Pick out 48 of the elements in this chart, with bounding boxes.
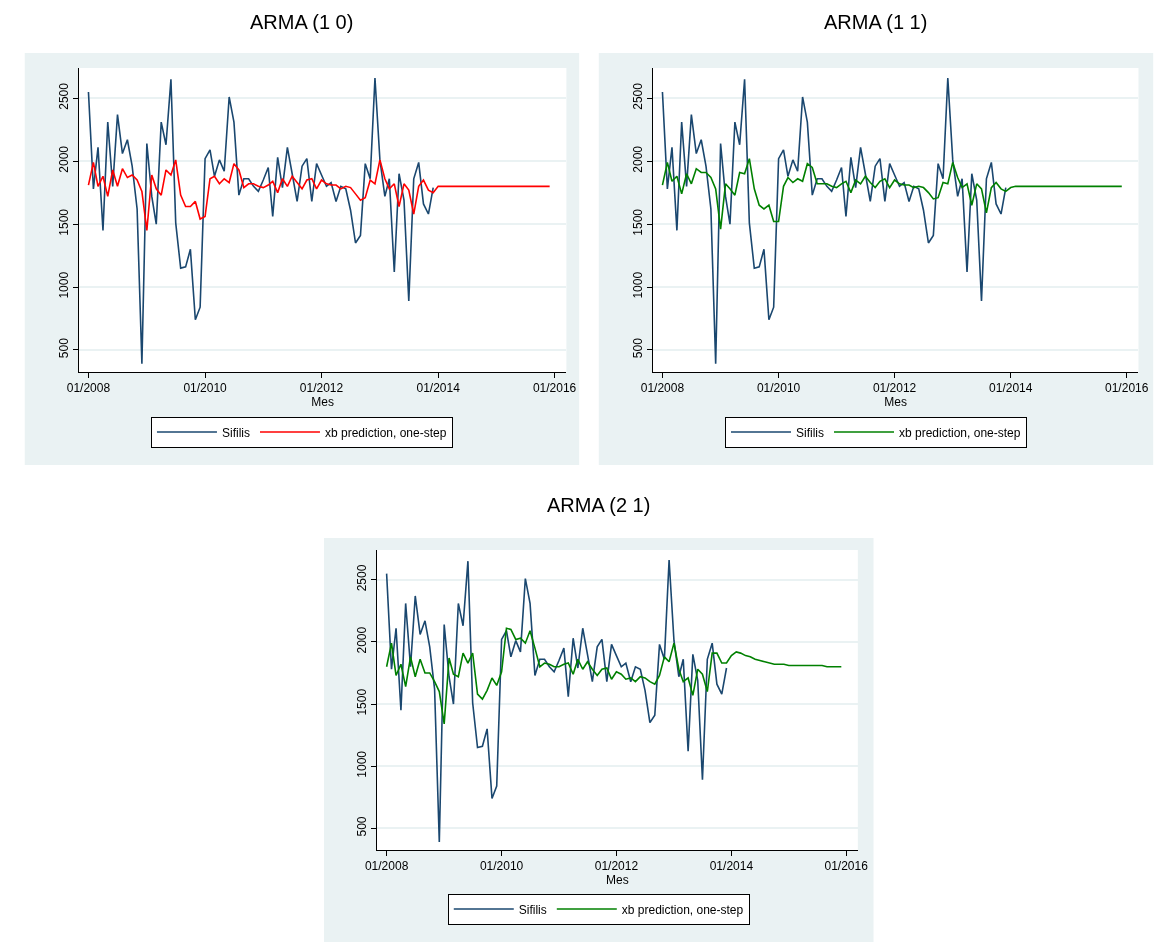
line-series	[661, 157, 1123, 230]
y-tick-label: 1500	[355, 688, 370, 716]
x-tick-label: 01/2010	[756, 381, 801, 396]
legend-label: Sifilis	[518, 902, 547, 917]
legend-label: Sifilis	[795, 425, 824, 440]
y-tick-label: 1500	[630, 208, 645, 236]
y-tick-label: 1000	[355, 750, 370, 778]
x-axis-title: Mes	[606, 873, 629, 888]
y-tick-label: 2500	[630, 82, 645, 110]
x-tick-label: 01/2008	[66, 381, 111, 396]
line-series	[661, 77, 1007, 365]
y-tick-label: 1000	[56, 271, 71, 299]
y-tick-label: 2500	[56, 82, 71, 110]
chart-title: ARMA (1 1)	[824, 11, 928, 33]
y-tick-label: 2000	[630, 145, 645, 173]
legend-label: xb prediction, one-step	[621, 902, 744, 917]
legend-label: Sifilis	[221, 425, 250, 440]
x-tick-label: 01/2016	[532, 381, 577, 396]
x-tick-label: 01/2012	[594, 859, 639, 874]
line-series	[385, 559, 728, 843]
y-tick-label: 1500	[56, 208, 71, 236]
y-tick-label: 2000	[56, 145, 71, 173]
legend-label: xb prediction, one-step	[899, 425, 1021, 440]
y-tick-label: 500	[630, 337, 645, 359]
line-series	[87, 159, 551, 232]
x-tick-label: 01/2012	[872, 381, 917, 396]
legend-label: xb prediction, one-step	[324, 425, 447, 440]
y-tick-label: 1000	[630, 271, 645, 299]
x-axis-title: Mes	[884, 395, 907, 410]
y-tick-label: 500	[56, 337, 71, 359]
x-tick-label: 01/2012	[299, 381, 344, 396]
y-tick-label: 500	[355, 816, 370, 837]
x-tick-label: 01/2014	[989, 381, 1033, 396]
x-tick-label: 01/2010	[183, 381, 228, 396]
chart-title: ARMA (2 1)	[547, 494, 651, 516]
x-tick-label: 01/2016	[824, 859, 869, 874]
chart-title: ARMA (1 0)	[250, 11, 354, 33]
line-series	[87, 77, 434, 365]
x-tick-label: 01/2010	[479, 859, 524, 874]
x-axis-title: Mes	[311, 395, 334, 410]
line-series	[385, 627, 843, 725]
x-tick-label: 01/2014	[416, 381, 461, 396]
y-tick-label: 2500	[355, 564, 370, 592]
x-tick-label: 01/2008	[364, 859, 409, 874]
x-tick-label: 01/2008	[640, 381, 685, 396]
x-tick-label: 01/2014	[709, 859, 754, 874]
y-tick-label: 2000	[355, 626, 370, 654]
x-tick-label: 01/2016	[1105, 381, 1149, 396]
